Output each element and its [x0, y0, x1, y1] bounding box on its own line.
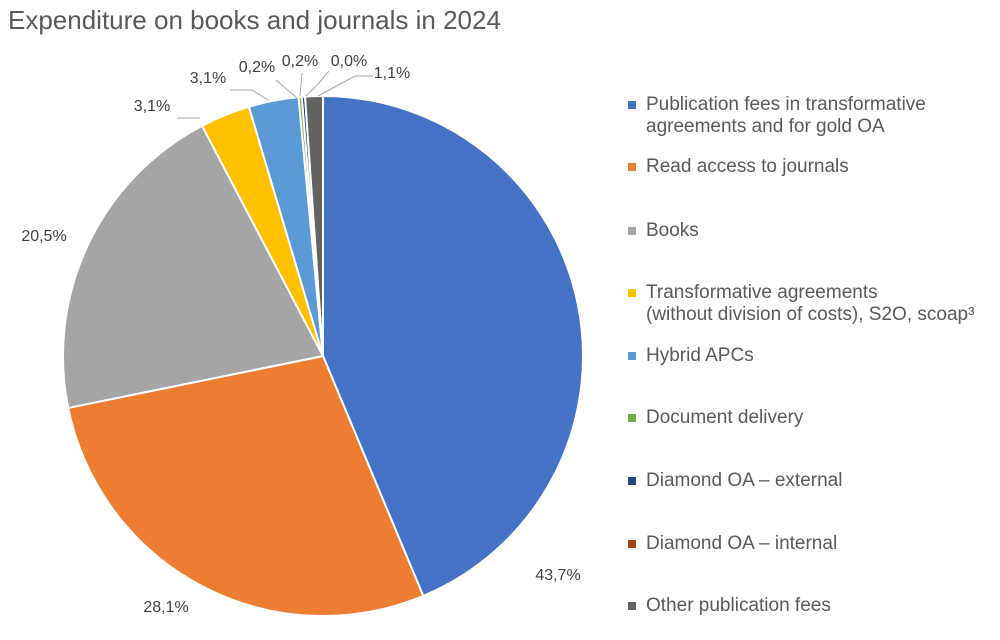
legend-item-4: Transformative agreements (without divisi… — [628, 282, 974, 326]
data-label-1: 43,7% — [535, 567, 580, 584]
data-label-5: 3,1% — [190, 70, 226, 87]
pie-slice-9 — [303, 94, 324, 357]
legend-label-line: Diamond OA – internal — [646, 533, 838, 554]
leader-line-6 — [275, 79, 298, 99]
legend-label: Books — [646, 220, 699, 242]
legend-label: Read access to journals — [646, 156, 849, 178]
data-label-4: 3,1% — [134, 98, 170, 115]
legend-label: Diamond OA – external — [646, 470, 842, 492]
pie-slice-3 — [62, 124, 325, 410]
legend-label-line: Publication fees in transformative — [646, 94, 926, 115]
pie-slice-2 — [67, 354, 425, 617]
legend-label: Diamond OA – internal — [646, 533, 837, 555]
legend-swatch — [628, 289, 636, 297]
leader-line-8 — [305, 70, 330, 97]
legend-label-line: Books — [646, 220, 699, 241]
legend-label-line: Diamond OA – external — [646, 470, 843, 491]
legend-label-line: agreements and for gold OA — [646, 116, 885, 137]
legend-item-2: Read access to journals — [628, 156, 849, 178]
legend-label-line: Read access to journals — [646, 156, 849, 177]
legend-label: Other publication fees — [646, 595, 831, 617]
data-label-9: 1,1% — [374, 65, 410, 82]
data-label-6: 0,2% — [239, 59, 275, 76]
legend-item-1: Publication fees in transformative agreem… — [628, 94, 926, 138]
legend-label-line: Transformative agreements — [646, 282, 878, 303]
legend-swatch — [628, 227, 636, 235]
legend-label: Hybrid APCs — [646, 345, 754, 367]
legend-swatch — [628, 477, 636, 485]
legend-label-line: Document delivery — [646, 407, 804, 428]
legend-label-line: Hybrid APCs — [646, 345, 754, 366]
legend-item-8: Diamond OA – internal — [628, 533, 837, 555]
legend-swatch — [628, 540, 636, 548]
chart-title: Expenditure on books and journals in 202… — [8, 5, 501, 35]
data-label-7: 0,2% — [282, 53, 318, 70]
legend-label: Transformative agreements (without divisi… — [646, 282, 974, 326]
legend-item-9: Other publication fees — [628, 595, 831, 617]
leader-line-7 — [299, 72, 303, 97]
legend-item-6: Document delivery — [628, 407, 803, 429]
legend-item-7: Diamond OA – external — [628, 470, 842, 492]
legend-swatch — [628, 414, 636, 422]
legend-label-line: Other publication fees — [646, 595, 831, 616]
data-label-3: 20,5% — [21, 228, 66, 245]
leader-line-5 — [230, 89, 269, 101]
leader-line-9 — [317, 75, 373, 97]
legend-swatch — [628, 352, 636, 360]
legend-item-3: Books — [628, 220, 699, 242]
legend-swatch — [628, 163, 636, 171]
legend-swatch — [628, 101, 636, 109]
legend-label: Document delivery — [646, 407, 803, 429]
data-label-2: 28,1% — [143, 599, 188, 616]
legend-label-line: (without division of costs), S2O, scoap³ — [646, 304, 975, 325]
pie-slice-1 — [322, 94, 584, 598]
legend-swatch — [628, 602, 636, 610]
legend-item-5: Hybrid APCs — [628, 345, 754, 367]
data-label-8: 0,0% — [331, 53, 367, 70]
legend-label: Publication fees in transformative agreem… — [646, 94, 926, 138]
